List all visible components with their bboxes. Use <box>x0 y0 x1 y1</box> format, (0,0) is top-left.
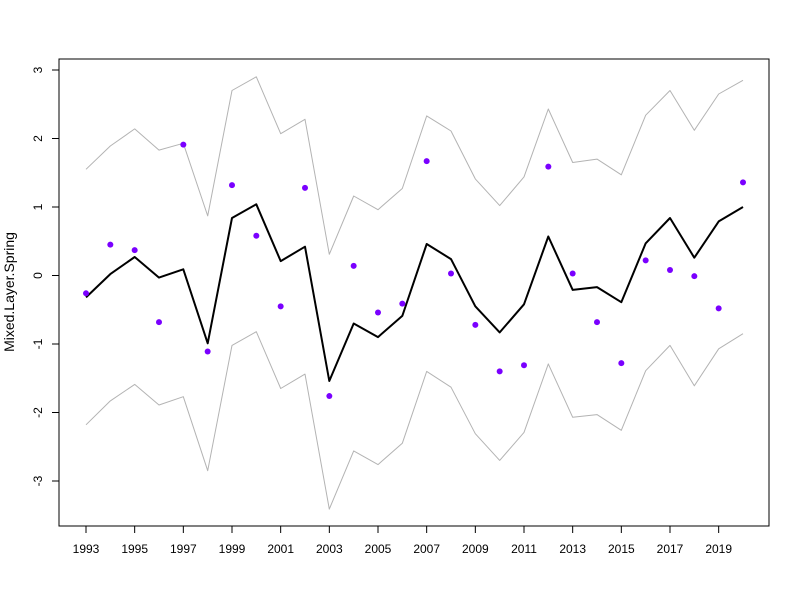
data-point <box>715 305 722 312</box>
y-tick-label: 0 <box>31 272 45 279</box>
data-point <box>204 348 211 355</box>
data-point <box>131 247 138 254</box>
x-tick-label: 2001 <box>267 542 294 556</box>
data-point <box>740 179 746 186</box>
data-point <box>156 319 162 326</box>
y-tick-label: -3 <box>31 475 45 486</box>
data-point <box>423 158 430 165</box>
series-layer <box>83 76 746 510</box>
data-point <box>83 290 89 297</box>
y-tick-label: 3 <box>31 66 45 73</box>
data-point <box>618 360 625 367</box>
x-tick-label: 1995 <box>121 542 148 556</box>
data-point <box>350 262 357 269</box>
data-point <box>302 184 308 191</box>
data-point <box>180 141 187 148</box>
data-point <box>691 273 698 280</box>
data-point <box>229 182 235 189</box>
x-tick-label: 2017 <box>657 542 684 556</box>
data-point <box>521 362 527 369</box>
x-tick-label: 2009 <box>462 542 489 556</box>
series-line-2 <box>85 331 744 510</box>
y-axis-title: Mixed.Layer.Spring <box>1 232 17 352</box>
data-point <box>496 368 503 375</box>
x-tick-label: 2019 <box>705 542 732 556</box>
series-line-1 <box>85 76 744 255</box>
x-axis: 1993 1995 1997 1999 2001 2003 2005 2007 2009 2011… <box>73 525 732 556</box>
data-point <box>277 303 284 310</box>
data-point <box>472 321 479 328</box>
x-tick-label: 2005 <box>365 542 392 556</box>
data-point <box>107 241 114 248</box>
x-tick-label: 2015 <box>608 542 635 556</box>
data-point <box>448 270 454 277</box>
data-point <box>569 270 576 277</box>
x-tick-label: 2011 <box>511 542 537 556</box>
data-point <box>326 393 333 400</box>
y-tick-label: 2 <box>31 135 45 142</box>
y-axis: -3 -2 -1 0 1 2 3 <box>31 66 60 486</box>
plot-frame <box>58 58 770 527</box>
y-tick-label: -2 <box>31 407 45 418</box>
x-tick-label: 1999 <box>219 542 246 556</box>
data-point <box>642 257 649 264</box>
data-point <box>253 232 260 239</box>
data-point <box>667 267 673 274</box>
series-line-0 <box>85 203 744 382</box>
data-point <box>399 300 406 307</box>
data-point <box>594 319 600 326</box>
data-point <box>375 309 381 316</box>
y-tick-label: 1 <box>31 203 45 210</box>
x-tick-label: 1993 <box>73 542 100 556</box>
x-tick-label: 2007 <box>413 542 440 556</box>
x-tick-label: 2003 <box>316 542 343 556</box>
x-tick-label: 2013 <box>559 542 586 556</box>
data-point <box>545 163 552 170</box>
y-tick-label: -1 <box>31 338 45 349</box>
x-tick-label: 1997 <box>170 542 197 556</box>
